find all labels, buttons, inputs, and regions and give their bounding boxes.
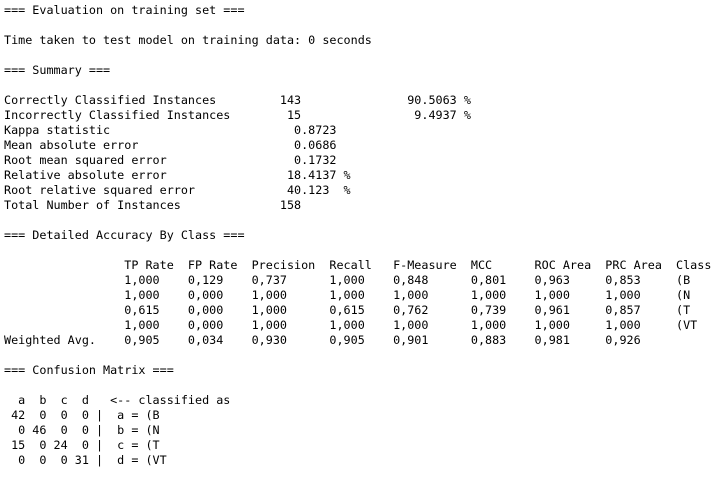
- accuracy-row-b: 1,000 0,129 0,737 1,000 0,848 0,801 0,96…: [4, 273, 691, 287]
- summary-rrse-line: Root relative squared error 40.123 %: [4, 183, 351, 197]
- summary-incorrect-line: Incorrectly Classified Instances 15 9.49…: [4, 108, 471, 122]
- confusion-row-b: 0 46 0 0 | b = (N: [4, 423, 160, 437]
- summary-mae-line: Mean absolute error 0.0686: [4, 138, 337, 152]
- summary-total-line: Total Number of Instances 158: [4, 198, 302, 212]
- summary-kappa-line: Kappa statistic 0.8723: [4, 123, 337, 137]
- accuracy-row-t: 0,615 0,000 1,000 0,615 0,762 0,739 0,96…: [4, 303, 691, 317]
- section-header-confusion: === Confusion Matrix ===: [4, 363, 174, 377]
- summary-correct-line: Correctly Classified Instances 143 90.50…: [4, 93, 471, 107]
- accuracy-row-n: 1,000 0,000 1,000 1,000 1,000 1,000 1,00…: [4, 288, 691, 302]
- time-taken-line: Time taken to test model on training dat…: [4, 33, 372, 47]
- accuracy-row-vt: 1,000 0,000 1,000 1,000 1,000 1,000 1,00…: [4, 318, 698, 332]
- section-header-evaluation: === Evaluation on training set ===: [4, 3, 245, 17]
- summary-rmse-line: Root mean squared error 0.1732: [4, 153, 337, 167]
- accuracy-row-weighted-avg: Weighted Avg. 0,905 0,034 0,930 0,905 0,…: [4, 333, 641, 347]
- confusion-row-c: 15 0 24 0 | c = (T: [4, 438, 160, 452]
- section-header-summary: === Summary ===: [4, 63, 111, 77]
- summary-rae-line: Relative absolute error 18.4137 %: [4, 168, 351, 182]
- confusion-row-d: 0 0 0 31 | d = (VT: [4, 453, 167, 467]
- accuracy-table-header: TP Rate FP Rate Precision Recall F-Measu…: [4, 258, 712, 272]
- confusion-row-a: 42 0 0 0 | a = (B: [4, 408, 160, 422]
- section-header-accuracy: === Detailed Accuracy By Class ===: [4, 228, 245, 242]
- confusion-header: a b c d <-- classified as: [4, 393, 231, 407]
